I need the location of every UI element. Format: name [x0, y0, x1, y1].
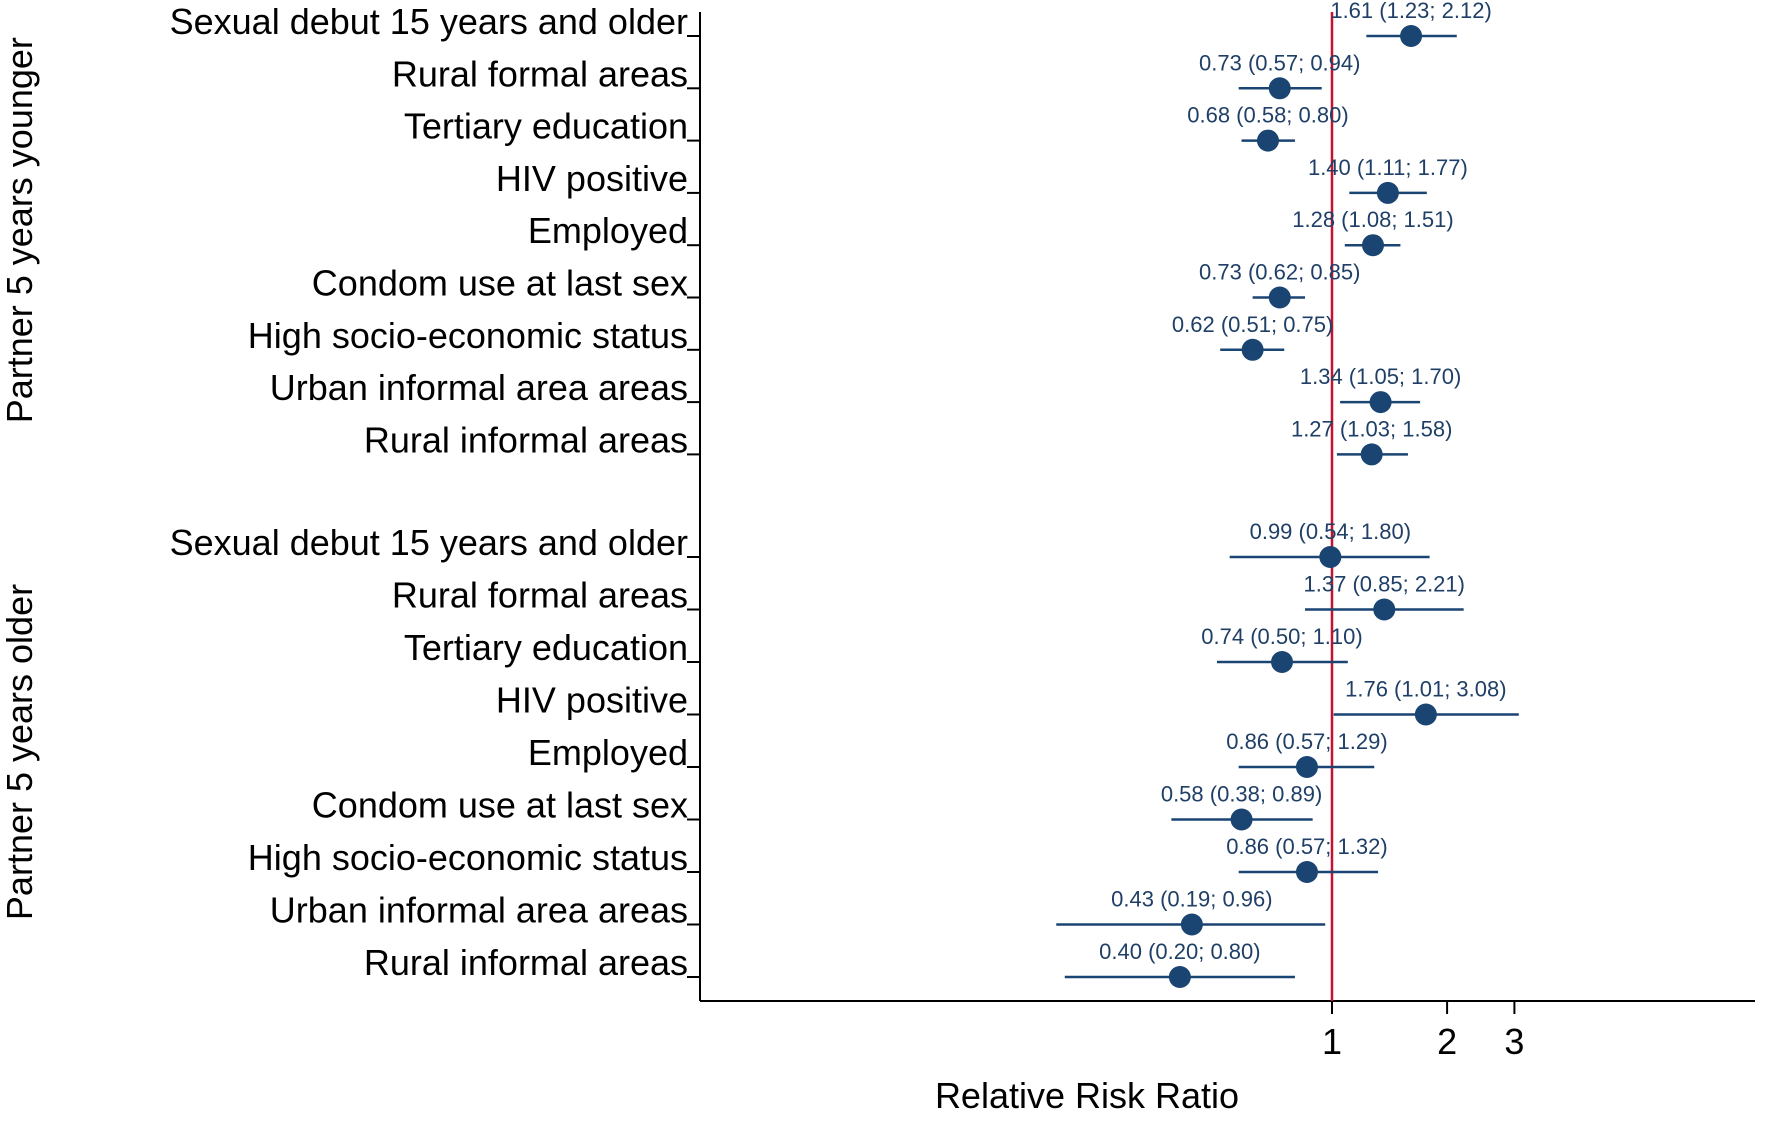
point-estimate: [1376, 181, 1399, 204]
estimate-label: 1.28 (1.08; 1.51): [1292, 207, 1453, 232]
estimate-label: 0.58 (0.38; 0.89): [1161, 782, 1322, 807]
row-label: HIV positive: [496, 680, 688, 721]
point-estimate: [1241, 338, 1264, 361]
row-label: High socio-economic status: [248, 837, 688, 878]
row-label: Employed: [528, 732, 688, 773]
estimate-label: 0.86 (0.57; 1.29): [1226, 729, 1387, 754]
point-estimate: [1361, 234, 1384, 257]
estimate-label: 0.86 (0.57; 1.32): [1226, 834, 1387, 859]
row-label: Sexual debut 15 years and older: [170, 1, 688, 42]
axes-layer: [687, 12, 1755, 1014]
x-tick-label: 1: [1322, 1021, 1342, 1062]
row-label: Rural informal areas: [364, 942, 688, 983]
estimate-label: 0.99 (0.54; 1.80): [1250, 519, 1411, 544]
estimate-label: 0.43 (0.19; 0.96): [1111, 887, 1272, 912]
group-label: Partner 5 years older: [0, 584, 40, 920]
row-label: High socio-economic status: [248, 315, 688, 356]
row-label: Tertiary education: [404, 627, 688, 668]
x-axis-title: Relative Risk Ratio: [935, 1075, 1239, 1116]
point-estimate: [1295, 756, 1318, 778]
point-estimate: [1295, 861, 1318, 883]
row-label: Condom use at last sex: [312, 263, 688, 304]
estimate-label: 0.68 (0.58; 0.80): [1187, 103, 1348, 128]
point-estimate: [1373, 598, 1396, 621]
row-label: Urban informal area areas: [270, 367, 688, 408]
estimate-label: 1.34 (1.05; 1.70): [1300, 364, 1461, 389]
point-estimate: [1414, 703, 1437, 726]
point-estimate: [1256, 129, 1279, 152]
group-label: Partner 5 years younger: [0, 37, 40, 423]
point-estimate: [1271, 651, 1294, 673]
estimate-label: 0.62 (0.51; 0.75): [1172, 312, 1333, 337]
row-label: Sexual debut 15 years and older: [170, 522, 688, 563]
estimate-label: 1.61 (1.23; 2.12): [1330, 0, 1491, 23]
point-estimate: [1319, 546, 1342, 568]
row-label: Rural formal areas: [392, 575, 688, 616]
estimate-label: 0.74 (0.50; 1.10): [1201, 624, 1362, 649]
point-estimate: [1168, 966, 1191, 988]
estimate-label: 1.40 (1.11; 1.77): [1308, 155, 1468, 180]
point-estimate: [1230, 808, 1253, 831]
row-label: HIV positive: [496, 158, 688, 199]
point-estimate: [1268, 77, 1291, 100]
point-estimate: [1369, 391, 1392, 414]
x-tick-label: 3: [1504, 1021, 1524, 1062]
point-estimate: [1180, 913, 1203, 936]
estimate-label: 0.40 (0.20; 0.80): [1099, 939, 1260, 964]
row-label: Rural formal areas: [392, 53, 688, 94]
estimate-label: 0.73 (0.62; 0.85): [1199, 260, 1360, 285]
row-label: Tertiary education: [404, 106, 688, 147]
row-label: Condom use at last sex: [312, 785, 688, 826]
estimate-label: 0.73 (0.57; 0.94): [1199, 50, 1360, 75]
estimate-label: 1.27 (1.03; 1.58): [1291, 416, 1452, 441]
point-estimate: [1400, 25, 1423, 47]
point-estimate: [1360, 443, 1383, 466]
text-layer: Relative Risk Ratio 1 2 3 Partner 5 years y…: [0, 0, 1524, 1116]
row-label: Rural informal areas: [364, 419, 688, 460]
estimate-label: 1.76 (1.01; 3.08): [1345, 677, 1506, 702]
row-label: Urban informal area areas: [270, 890, 688, 931]
row-label: Employed: [528, 210, 688, 251]
estimate-label: 1.37 (0.85; 2.21): [1304, 572, 1465, 597]
rows-layer: [1056, 25, 1519, 988]
x-tick-label: 2: [1437, 1021, 1457, 1062]
point-estimate: [1268, 286, 1291, 309]
